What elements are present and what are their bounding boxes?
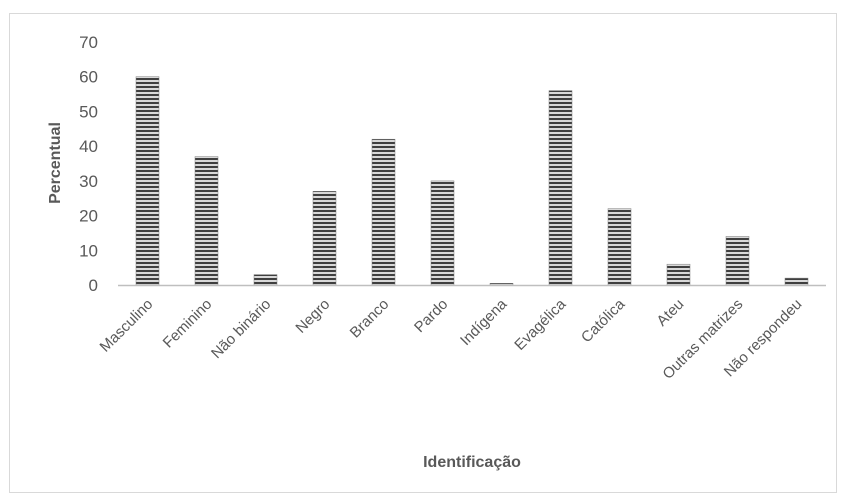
x-tick-label: Evagélica (511, 295, 569, 353)
bar (313, 191, 336, 285)
bar (608, 209, 631, 285)
x-tick-label: Feminino (160, 296, 216, 352)
bar (372, 139, 395, 285)
bar (195, 157, 218, 285)
y-tick-label: 10 (79, 241, 98, 260)
x-tick-label: Ateu (653, 296, 687, 330)
bar (549, 91, 572, 285)
x-tick-label: Masculino (97, 296, 157, 356)
y-axis-ticks: 0 10 20 30 40 50 60 70 (79, 33, 98, 295)
bar (431, 181, 454, 285)
y-tick-label: 20 (79, 207, 98, 226)
x-tick-label: Indígena (457, 295, 511, 349)
y-tick-label: 70 (79, 33, 98, 52)
y-tick-label: 0 (89, 276, 98, 295)
bar (136, 77, 159, 285)
bar (490, 283, 513, 285)
bars (136, 77, 808, 285)
bar (726, 236, 749, 285)
bar (785, 278, 808, 285)
bar (254, 275, 277, 285)
y-tick-label: 30 (79, 172, 98, 191)
x-tick-label: Branco (347, 296, 393, 342)
y-tick-label: 50 (79, 102, 98, 121)
y-axis-title: Percentual (47, 122, 64, 204)
x-tick-label: Católica (578, 295, 629, 346)
x-tick-label: Pardo (411, 296, 451, 336)
y-tick-label: 40 (79, 137, 98, 156)
y-tick-label: 60 (79, 68, 98, 87)
x-tick-label: Não binário (208, 296, 274, 362)
x-axis-title: Identificação (423, 454, 521, 471)
bar (667, 264, 690, 285)
x-tick-label: Negro (292, 296, 333, 337)
